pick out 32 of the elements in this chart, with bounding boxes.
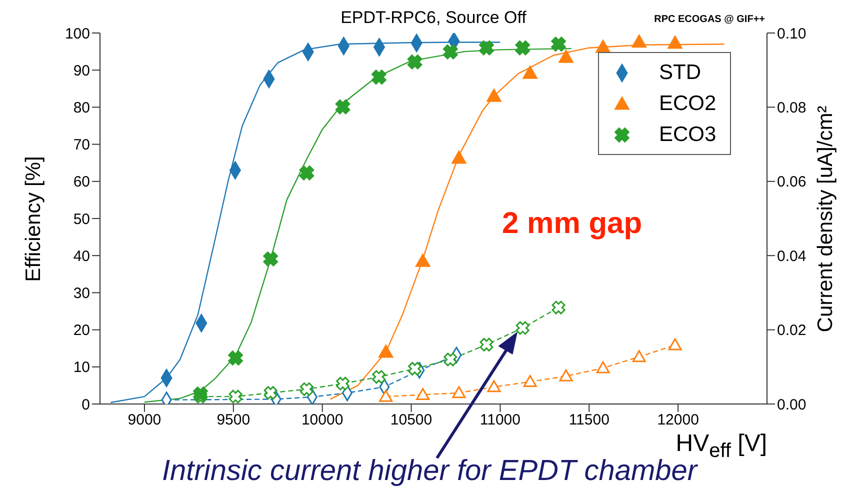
y-tick-label: 60: [73, 174, 90, 191]
chart-title: EPDT-RPC6, Source Off: [340, 8, 526, 27]
legend-label: ECO2: [659, 92, 716, 116]
y2-tick-label: 0.04: [777, 248, 806, 265]
y2-tick-label: 0.02: [777, 322, 806, 340]
y-tick-label: 90: [73, 62, 90, 80]
legend-label: STD: [659, 60, 701, 84]
y-tick-label: 70: [73, 136, 90, 154]
text: RPC ECOGAS @ GIF++: [654, 14, 765, 25]
y-tick-label: 100: [64, 25, 90, 42]
y2-tick-label: 0.08: [777, 100, 806, 117]
x-tick-label: 10000: [301, 412, 344, 429]
y-tick-label: 10: [73, 359, 90, 376]
annotation: 2 mm gap: [502, 207, 642, 241]
y-tick-label: 30: [73, 285, 90, 302]
y-tick-label: 0: [82, 396, 90, 414]
x-tick-label: 12000: [657, 412, 699, 429]
y-tick-label: 40: [73, 248, 90, 265]
x-tick-label: 11500: [568, 412, 610, 429]
y-tick-label: 20: [73, 322, 90, 340]
x-tick-label: 9000: [128, 412, 162, 429]
x-tick-label: 11000: [480, 412, 521, 429]
y2-tick-label: 0.00: [777, 396, 806, 414]
y2-tick-label: 0.06: [777, 174, 806, 191]
legend-label: ECO3: [659, 122, 716, 146]
y2-axis-title: Current density [uA]/cm²: [814, 105, 838, 332]
x-tick-label: 10500: [390, 412, 432, 429]
y-axis-title: Efficiency [%]: [22, 156, 46, 282]
y2-tick-label: 0.10: [777, 25, 806, 42]
x-tick-label: 9500: [216, 412, 250, 429]
y-tick-label: 80: [73, 100, 90, 117]
y-tick-label: 50: [73, 210, 90, 228]
